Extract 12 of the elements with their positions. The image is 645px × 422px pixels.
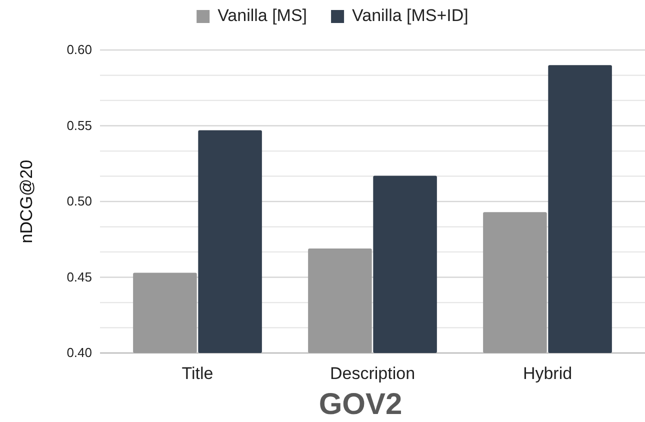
y-axis-title: nDCG@20: [17, 160, 36, 244]
y-tick-label: 0.55: [66, 118, 92, 133]
y-tick-label: 0.50: [66, 194, 92, 209]
y-tick-label: 0.60: [66, 42, 92, 58]
legend-label: Vanilla [MS+ID]: [352, 6, 468, 25]
text: GOV2: [318, 388, 402, 421]
x-tick-label: Hybrid: [522, 364, 572, 384]
y-tick-label: 0.45: [66, 269, 92, 284]
x-tick-label: Description: [330, 364, 416, 384]
y-tick-label: 0.40: [66, 345, 92, 360]
x-tick-label: Title: [182, 364, 214, 384]
legend-label: Vanilla [MS]: [218, 6, 308, 25]
